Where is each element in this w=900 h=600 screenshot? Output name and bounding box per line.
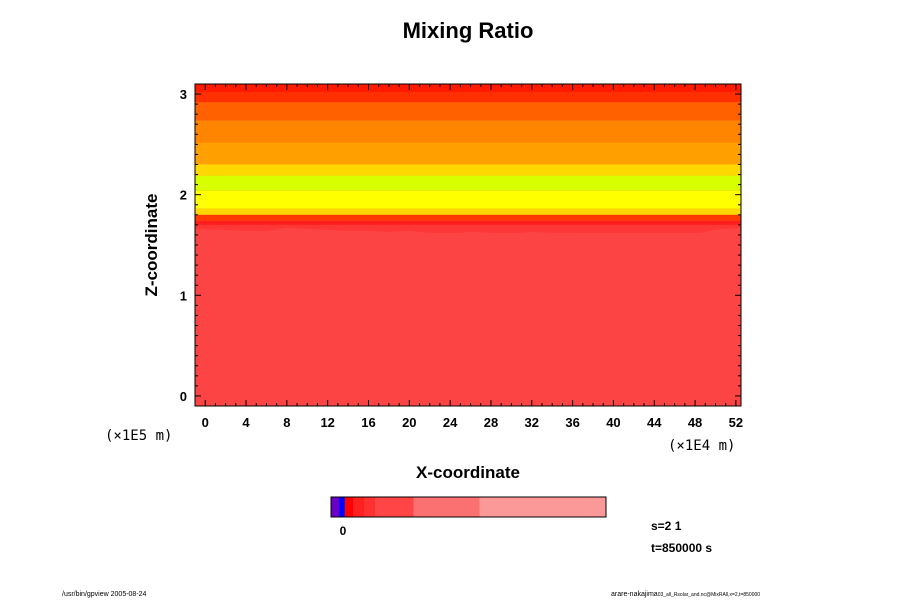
contour-band-1 — [195, 220, 741, 225]
x-tick-label: 0 — [202, 415, 209, 430]
y-tick-labels: 0 1 2 3 — [180, 87, 187, 404]
contour-band-11 — [195, 84, 741, 93]
plot-area — [195, 84, 741, 406]
colorbar-segment-6 — [413, 497, 480, 517]
y-axis-title: Z-coordinate — [142, 194, 161, 297]
contour-band-6 — [195, 164, 741, 176]
colorbar-segment-0 — [331, 497, 340, 517]
y-tick-label: 0 — [180, 389, 187, 404]
x-tick-label: 24 — [443, 415, 458, 430]
y-tick-label: 3 — [180, 87, 187, 102]
contour-bands — [195, 84, 741, 233]
footer-left: /usr/bin/gpview 2005-08-24 — [62, 591, 147, 598]
contour-band-10 — [195, 92, 741, 103]
x-tick-label: 4 — [242, 415, 250, 430]
contour-band-4 — [195, 190, 741, 209]
footer-right: arare-nakajima03_all_Rsolar_and.nc@MixRA… — [611, 591, 760, 598]
x-axis-title: X-coordinate — [416, 463, 520, 482]
x-tick-label: 20 — [402, 415, 416, 430]
chart-title: Mixing Ratio — [403, 18, 534, 43]
colorbar-tick-label: 0 — [340, 524, 347, 538]
colorbar-frame — [330, 496, 607, 518]
colorbar-segment-3 — [353, 497, 365, 517]
x-tick-label: 16 — [361, 415, 375, 430]
contour-band-0 — [195, 224, 741, 233]
contour-band-8 — [195, 120, 741, 143]
colorbar-segment-7 — [479, 497, 607, 517]
x-tick-label: 36 — [565, 415, 579, 430]
x-tick-label: 8 — [283, 415, 290, 430]
contour-band-2 — [195, 214, 741, 221]
colorbar-segment-1 — [339, 497, 346, 517]
colorbar-segment-2 — [344, 497, 354, 517]
x-tick-labels: 0 4 8 12 16 20 24 28 32 36 40 44 48 52 — [202, 415, 744, 430]
colorbar-segment-4 — [364, 497, 376, 517]
contour-band-9 — [195, 102, 741, 121]
x-tick-label: 28 — [484, 415, 498, 430]
axis-ticks — [194, 83, 741, 406]
t-label: t=850000 s — [651, 541, 712, 555]
contour-band-5 — [195, 175, 741, 191]
mixing-boundary — [195, 227, 741, 406]
x-unit-label: (×1E4 m) — [668, 438, 735, 454]
footer-right-main: arare-nakajima — [611, 591, 658, 598]
y-unit-label: (×1E5 m) — [105, 428, 172, 444]
contour-band-3 — [195, 208, 741, 215]
y-tick-label: 2 — [180, 188, 187, 203]
x-tick-label: 12 — [320, 415, 334, 430]
footer-right-small: 03_all_Rsolar_and.nc@MixRAll,x=2,t=85000… — [658, 592, 761, 598]
colorbar — [331, 497, 607, 517]
x-tick-label: 44 — [647, 415, 662, 430]
y-tick-label: 1 — [180, 288, 187, 303]
s-label: s=2 1 — [651, 519, 682, 533]
x-tick-label: 52 — [729, 415, 743, 430]
contour-band-7 — [195, 142, 741, 165]
x-tick-label: 32 — [525, 415, 539, 430]
colorbar-segment-5 — [375, 497, 414, 517]
x-tick-label: 48 — [688, 415, 702, 430]
x-tick-label: 40 — [606, 415, 620, 430]
